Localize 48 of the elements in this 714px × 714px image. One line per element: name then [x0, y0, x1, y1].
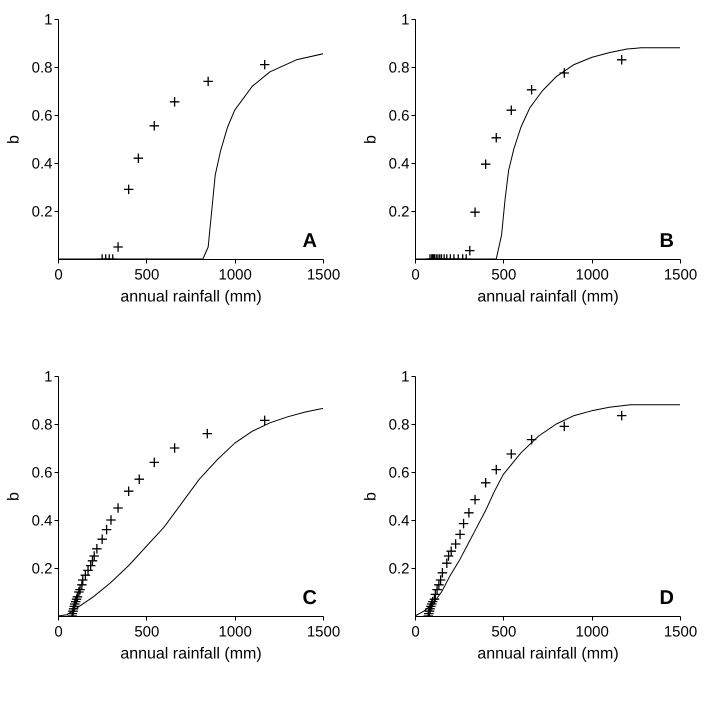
x-axis-title: annual rainfall (mm) [477, 288, 619, 306]
x-tick-label: 0 [411, 266, 420, 284]
y-tick-label: 1 [44, 368, 52, 386]
y-tick-label: 1 [401, 12, 410, 28]
y-tick-label: 0.8 [388, 60, 410, 76]
annotation: A [302, 230, 317, 252]
y-tick-label: 0.4 [388, 156, 410, 172]
y-tick-label: 0.2 [388, 204, 410, 220]
y-axis-title: b [6, 134, 23, 144]
x-tick-label: 1000 [218, 266, 252, 284]
y-tick-label: 0.2 [388, 560, 410, 578]
y-axis-title: b [362, 134, 380, 144]
x-tick-label: 500 [491, 624, 516, 640]
y-tick-label: 0.6 [32, 108, 52, 124]
annotation: D [660, 587, 674, 609]
x-tick-label: 0 [54, 266, 63, 284]
x-tick-label: 1500 [306, 266, 340, 284]
x-tick-label: 500 [134, 266, 160, 284]
y-tick-label: 0.2 [32, 204, 52, 220]
y-tick-label: 0.4 [32, 156, 52, 172]
annotation: C [302, 587, 317, 609]
y-tick-label: 0.8 [388, 416, 410, 434]
y-tick-label: 0.4 [32, 512, 52, 530]
y-tick-label: 0.4 [388, 512, 410, 530]
annotation: B [660, 230, 674, 252]
x-tick-label: 1000 [575, 266, 609, 284]
x-tick-label: 1500 [664, 266, 698, 284]
x-axis-title: annual rainfall (mm) [477, 646, 619, 662]
x-tick-label: 500 [134, 624, 160, 640]
y-tick-label: 0.8 [32, 416, 52, 434]
x-tick-label: 500 [491, 266, 516, 284]
x-axis-title: annual rainfall (mm) [120, 288, 262, 306]
x-tick-label: 1000 [575, 624, 609, 640]
y-tick-label: 1 [44, 12, 52, 28]
x-tick-label: 1000 [218, 624, 252, 640]
y-tick-label: 0.6 [32, 464, 52, 482]
y-tick-label: 1 [401, 368, 410, 386]
y-axis-title: b [362, 492, 380, 501]
y-tick-label: 0.8 [32, 60, 52, 76]
y-axis-title: b [6, 492, 23, 501]
y-tick-label: 0.2 [32, 560, 52, 578]
x-axis-title: annual rainfall (mm) [120, 646, 262, 662]
y-tick-label: 0.6 [388, 108, 410, 124]
x-tick-label: 0 [54, 624, 63, 640]
x-tick-label: 1500 [664, 624, 698, 640]
x-tick-label: 0 [411, 624, 420, 640]
x-tick-label: 1500 [306, 624, 340, 640]
y-tick-label: 0.6 [388, 464, 410, 482]
